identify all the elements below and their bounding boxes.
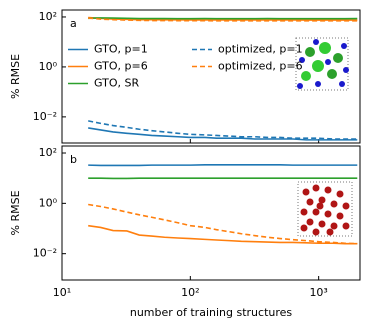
series-line	[88, 224, 358, 245]
x-tick-label: 10³	[309, 286, 327, 299]
x-tick-label: 10¹	[53, 286, 71, 299]
series-line	[88, 120, 358, 140]
y-tick-label: 10²	[39, 10, 57, 23]
y-axis-label: % RMSE	[9, 54, 22, 99]
y-tick-label: 10⁻²	[33, 247, 57, 260]
series-line	[88, 17, 358, 22]
series-line	[88, 17, 358, 20]
panel-label: a	[70, 17, 77, 30]
y-tick-label: 10⁰	[39, 196, 58, 209]
y-axis-label: % RMSE	[9, 190, 22, 235]
y-tick-label: 10²	[39, 146, 57, 159]
legend-label: optimized, p=6	[218, 60, 303, 73]
x-tick-label: 10²	[181, 286, 199, 299]
y-tick-label: 10⁰	[39, 60, 58, 73]
series-line	[88, 203, 358, 245]
legend-label: GTO, p=1	[94, 43, 148, 56]
y-tick-label: 10⁻²	[33, 110, 57, 123]
legend-label: GTO, SR	[94, 77, 139, 90]
inset-structure-a	[295, 37, 349, 91]
legend-label: optimized, p=1	[218, 43, 303, 56]
plot-frame	[61, 145, 361, 281]
x-axis-label: number of training structures	[130, 306, 293, 319]
series-line	[88, 127, 358, 141]
plot-frame	[61, 9, 361, 144]
inset-structure-b	[297, 181, 353, 237]
panel-label: b	[70, 153, 77, 166]
series-line	[88, 164, 358, 167]
legend-label: GTO, p=6	[94, 60, 148, 73]
